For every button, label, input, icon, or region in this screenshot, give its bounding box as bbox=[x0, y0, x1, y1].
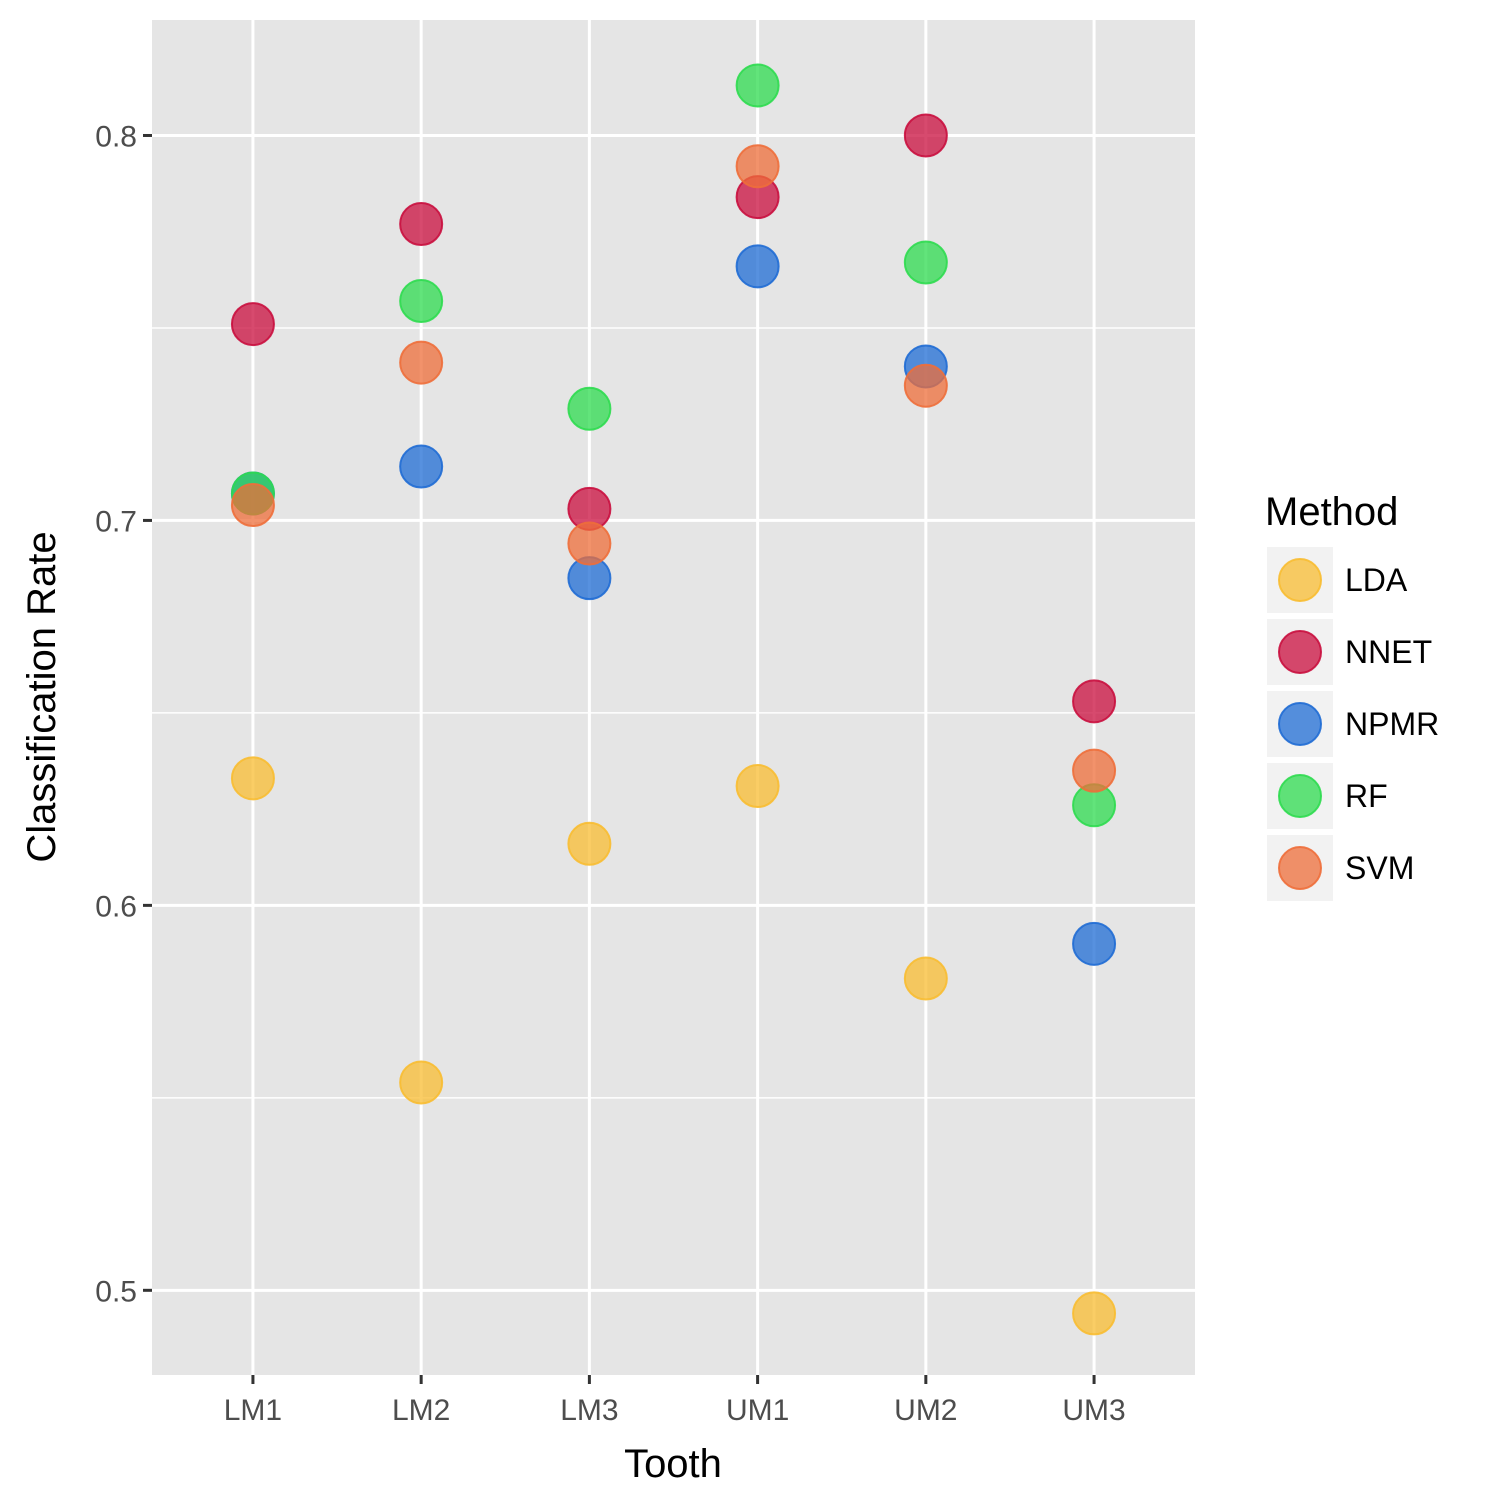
point-svm-lm1 bbox=[230, 483, 275, 528]
legend-swatch-nnet bbox=[1278, 630, 1322, 674]
x-tick-label: UM3 bbox=[1062, 1394, 1125, 1427]
legend-label-svm: SVM bbox=[1345, 850, 1414, 886]
data-points bbox=[230, 63, 1117, 1336]
legend-label-nnet: NNET bbox=[1345, 634, 1432, 670]
legend-swatch-rf bbox=[1278, 774, 1322, 818]
point-svm-lm2 bbox=[399, 340, 444, 385]
point-npmr-um3 bbox=[1072, 921, 1117, 966]
x-tick-label: LM1 bbox=[224, 1394, 282, 1427]
x-tick-label: UM2 bbox=[894, 1394, 957, 1427]
point-rf-lm3 bbox=[567, 386, 612, 431]
point-lda-um1 bbox=[735, 764, 780, 809]
legend-swatch-svm bbox=[1278, 846, 1322, 890]
legend-swatch-npmr bbox=[1278, 702, 1322, 746]
point-svm-um3 bbox=[1072, 748, 1117, 793]
point-nnet-um3 bbox=[1072, 679, 1117, 724]
point-svm-um2 bbox=[903, 363, 948, 408]
legend-label-npmr: NPMR bbox=[1345, 706, 1439, 742]
point-lda-lm2 bbox=[399, 1060, 444, 1105]
point-svm-lm3 bbox=[567, 521, 612, 566]
point-nnet-um2 bbox=[903, 113, 948, 158]
point-svm-um1 bbox=[735, 144, 780, 189]
x-tick-label: UM1 bbox=[726, 1394, 789, 1427]
y-tick-label: 0.8 bbox=[95, 120, 137, 153]
minor-gridlines bbox=[152, 327, 1195, 1099]
point-lda-lm3 bbox=[567, 821, 612, 866]
y-axis: 0.5 0.6 0.7 0.8 bbox=[95, 120, 152, 1308]
point-rf-um2 bbox=[903, 240, 948, 285]
x-tick-label: LM2 bbox=[392, 1394, 450, 1427]
point-nnet-lm2 bbox=[399, 202, 444, 247]
point-rf-lm2 bbox=[399, 279, 444, 324]
x-axis-title: Tooth bbox=[624, 1442, 722, 1486]
point-lda-lm1 bbox=[230, 756, 275, 801]
y-axis-title: Classification Rate bbox=[20, 531, 64, 862]
legend-title: Method bbox=[1265, 490, 1398, 534]
y-tick-label: 0.6 bbox=[95, 890, 137, 923]
legend: Method LDA NNET NPMR RF SVM bbox=[1265, 490, 1439, 901]
legend-swatch-lda bbox=[1278, 558, 1322, 602]
point-rf-um1 bbox=[735, 63, 780, 108]
point-lda-um3 bbox=[1072, 1291, 1117, 1336]
point-lda-um2 bbox=[903, 956, 948, 1001]
point-npmr-lm2 bbox=[399, 444, 444, 489]
plot-panel bbox=[152, 20, 1195, 1375]
legend-label-rf: RF bbox=[1345, 778, 1388, 814]
x-axis: LM1 LM2 LM3 UM1 UM2 UM3 bbox=[224, 1375, 1126, 1427]
point-nnet-lm1 bbox=[230, 302, 275, 347]
y-tick-label: 0.5 bbox=[95, 1275, 137, 1308]
point-npmr-um1 bbox=[735, 244, 780, 289]
y-tick-label: 0.7 bbox=[95, 505, 137, 538]
x-tick-label: LM3 bbox=[560, 1394, 618, 1427]
legend-label-lda: LDA bbox=[1345, 562, 1408, 598]
